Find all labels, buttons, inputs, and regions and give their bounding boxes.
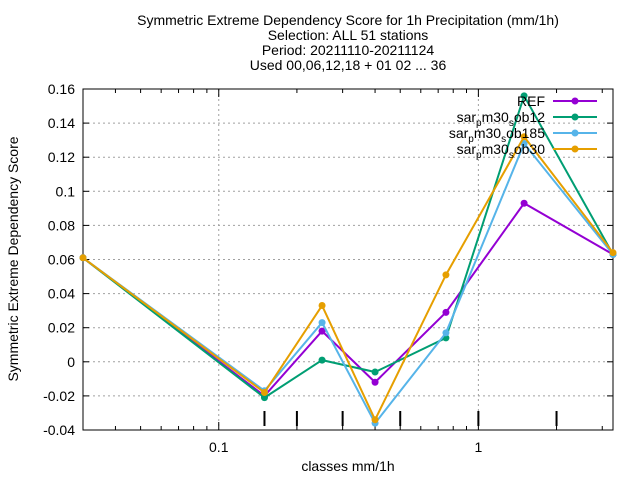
series-line: [82, 134, 614, 423]
data-point: [609, 249, 617, 257]
legend-marker: [571, 129, 579, 137]
x-axis: 0.1 1: [114, 89, 603, 455]
data-point: [371, 416, 379, 424]
series-line: [82, 201, 614, 398]
legend-marker: [571, 97, 579, 105]
data-point: [520, 133, 528, 141]
series-group: [79, 92, 617, 427]
data-point: [318, 319, 326, 327]
x-axis-label: classes mm/1h: [301, 458, 394, 474]
data-point: [442, 271, 450, 279]
title-line: Selection: ALL 51 stations: [268, 27, 429, 43]
data-point: [442, 329, 450, 337]
legend-label: sarpm30sob185: [449, 125, 545, 145]
y-tick-label: 0.06: [48, 252, 75, 268]
series-line: [82, 141, 614, 426]
data-point: [260, 388, 268, 396]
y-tick-label: 0.16: [48, 81, 75, 97]
y-tick-label: 0.1: [56, 183, 76, 199]
legend-label: sarpm30sob12: [457, 109, 546, 129]
y-tick-label: 0: [67, 354, 75, 370]
title-line: Used 00,06,12,18 + 01 02 ... 36: [250, 57, 447, 73]
x-tick-label: 0.1: [209, 439, 229, 455]
title-line: Period: 20211110-20211124: [262, 42, 435, 58]
legend-marker: [571, 113, 579, 121]
data-point: [318, 356, 326, 364]
grid: [83, 88, 613, 431]
y-tick-label: 0.02: [48, 320, 75, 336]
y-axis: -0.04 -0.02 0 0.02 0.04 0.06 0.08 0.1 0.12 0.14 0.…: [43, 81, 613, 438]
y-axis-label: Symmetric Extreme Dependency Score: [5, 136, 21, 381]
annotation-ticks: [263, 411, 558, 426]
data-point: [371, 368, 379, 376]
data-point: [318, 302, 326, 310]
chart-title: Symmetric Extreme Dependency Score for 1…: [137, 12, 559, 73]
data-point: [442, 308, 450, 316]
title-line: Symmetric Extreme Dependency Score for 1…: [137, 12, 559, 28]
legend-marker: [571, 145, 579, 153]
data-point: [79, 254, 87, 262]
y-tick-label: 0.14: [48, 115, 75, 131]
y-tick-label: 0.12: [48, 149, 75, 165]
legend-label: sarpm30sob30: [457, 141, 546, 161]
data-point: [260, 394, 268, 402]
x-tick-label: 1: [474, 439, 482, 455]
data-point: [318, 327, 326, 335]
legend-label: REF: [517, 93, 545, 109]
y-tick-label: -0.02: [43, 388, 75, 404]
y-tick-label: -0.04: [43, 422, 75, 438]
data-point: [371, 378, 379, 386]
data-point: [520, 199, 528, 207]
y-tick-label: 0.08: [48, 217, 75, 233]
data-point: [520, 92, 528, 100]
y-tick-label: 0.04: [48, 286, 75, 302]
